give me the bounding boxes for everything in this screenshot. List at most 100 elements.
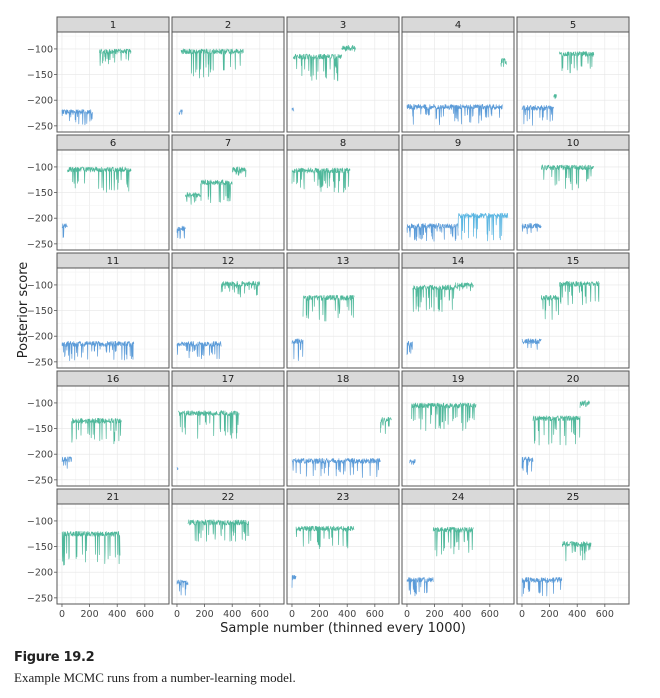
x-tick-label: 400 xyxy=(453,609,471,620)
facet-strip-label: 23 xyxy=(337,492,350,503)
trace-line-green xyxy=(178,410,240,439)
trace-line-green xyxy=(553,94,557,100)
trace-line-green xyxy=(187,519,250,542)
trace-line-blue xyxy=(61,223,68,238)
facet-strip xyxy=(516,134,630,151)
x-tick-label: 400 xyxy=(338,609,356,620)
y-tick-label: −150 xyxy=(27,306,53,317)
panel-background xyxy=(287,268,399,368)
panel-background xyxy=(517,504,629,604)
panel-background xyxy=(517,386,629,486)
panel-background xyxy=(172,386,284,486)
facet-panel-19: 19 xyxy=(401,370,515,487)
facet-strip xyxy=(56,16,170,33)
y-tick-label: −100 xyxy=(27,280,53,291)
facet-panel-1: 1 −100 −150 −200 −250 xyxy=(27,16,170,133)
y-tick-label: −100 xyxy=(27,44,53,55)
y-tick-label: −200 xyxy=(27,450,53,461)
panel-background xyxy=(57,386,169,486)
trace-line-blue xyxy=(176,341,222,360)
trace-line-green xyxy=(412,284,456,312)
facet-strip-label: 22 xyxy=(222,492,235,503)
trace-line-green xyxy=(579,400,590,408)
x-tick-label: 0 xyxy=(59,609,65,620)
trace-line-blue xyxy=(178,109,183,115)
trace-line-blue xyxy=(61,109,93,126)
x-tick-label: 400 xyxy=(108,609,126,620)
facet-strip xyxy=(171,16,285,33)
facet-panel-9: 9 xyxy=(401,134,515,251)
facet-strip xyxy=(401,370,515,387)
trace-line-green xyxy=(61,530,121,566)
trace-line-green xyxy=(200,179,233,204)
trace-line-blue xyxy=(176,466,179,470)
facet-panel-4: 4 xyxy=(401,16,515,133)
panel-background xyxy=(287,386,399,486)
facet-strip xyxy=(401,16,515,33)
trace-line-green xyxy=(561,541,592,562)
trace-line-blue xyxy=(291,575,297,588)
trace-line-green xyxy=(558,51,595,74)
facet-panel-7: 7 xyxy=(171,134,285,251)
facet-strip xyxy=(516,252,630,269)
panel-background xyxy=(57,504,169,604)
y-tick-label: −250 xyxy=(27,239,53,250)
facet-strip-label: 11 xyxy=(107,256,120,267)
facet-panel-8: 8 xyxy=(286,134,400,251)
trace-line-green xyxy=(71,417,122,445)
facet-panel-16: 16 −100 −150 −200 −250 xyxy=(27,370,170,487)
y-tick-label: −200 xyxy=(27,332,53,343)
facet-panel-21: 21 −100 −150 −200 −250 0 200 400 600 xyxy=(27,488,170,620)
x-tick-label: 0 xyxy=(404,609,410,620)
facet-strip-label: 6 xyxy=(110,138,116,149)
panel-background xyxy=(57,32,169,132)
trace-line-blue xyxy=(521,338,542,350)
facet-strip xyxy=(56,370,170,387)
facet-strip xyxy=(516,370,630,387)
x-tick-label: 200 xyxy=(196,609,214,620)
y-tick-label: −150 xyxy=(27,188,53,199)
trace-line-green xyxy=(558,280,600,306)
trace-line-blue xyxy=(406,103,503,126)
trace-line-blue xyxy=(291,457,381,478)
x-tick-label: 0 xyxy=(289,609,295,620)
panel-background xyxy=(172,150,284,250)
facet-strip-label: 3 xyxy=(340,20,346,31)
trace-line-blue xyxy=(521,104,555,126)
trace-line-green xyxy=(532,415,581,446)
trace-line-green xyxy=(540,294,560,320)
facet-strip-label: 10 xyxy=(567,138,580,149)
facet-strip-label: 9 xyxy=(455,138,461,149)
facet-strip-label: 13 xyxy=(337,256,350,267)
facet-strip-label: 1 xyxy=(110,20,116,31)
facet-strip xyxy=(56,488,170,505)
panel-background xyxy=(402,386,514,486)
trace-line-blue xyxy=(521,223,542,235)
facet-strip xyxy=(286,16,400,33)
x-tick-label: 200 xyxy=(311,609,329,620)
panel-background xyxy=(517,150,629,250)
trace-line-blue xyxy=(176,579,189,596)
facet-strip-label: 19 xyxy=(452,374,465,385)
facet-panel-10: 10 xyxy=(516,134,630,251)
panel-background xyxy=(57,150,169,250)
panel-background xyxy=(517,32,629,132)
facet-strip xyxy=(516,16,630,33)
facet-strip xyxy=(516,488,630,505)
facet-strip xyxy=(286,370,400,387)
x-tick-label: 200 xyxy=(426,609,444,620)
trace-line-blue xyxy=(521,577,563,597)
x-axis-title: Sample number (thinned every 1000) xyxy=(220,621,466,636)
facet-strip-label: 20 xyxy=(567,374,580,385)
y-tick-label: −200 xyxy=(27,96,53,107)
facet-panel-12: 12 xyxy=(171,252,285,369)
facet-panel-23: 23 0 200 400 600 xyxy=(286,488,400,620)
x-tick-label: 600 xyxy=(481,609,499,620)
x-tick-label: 0 xyxy=(519,609,525,620)
facet-panel-20: 20 xyxy=(516,370,630,487)
trace-line-blue xyxy=(61,340,135,361)
x-tick-label: 200 xyxy=(541,609,559,620)
trace-line-green xyxy=(67,166,132,193)
y-tick-label: −250 xyxy=(27,357,53,368)
